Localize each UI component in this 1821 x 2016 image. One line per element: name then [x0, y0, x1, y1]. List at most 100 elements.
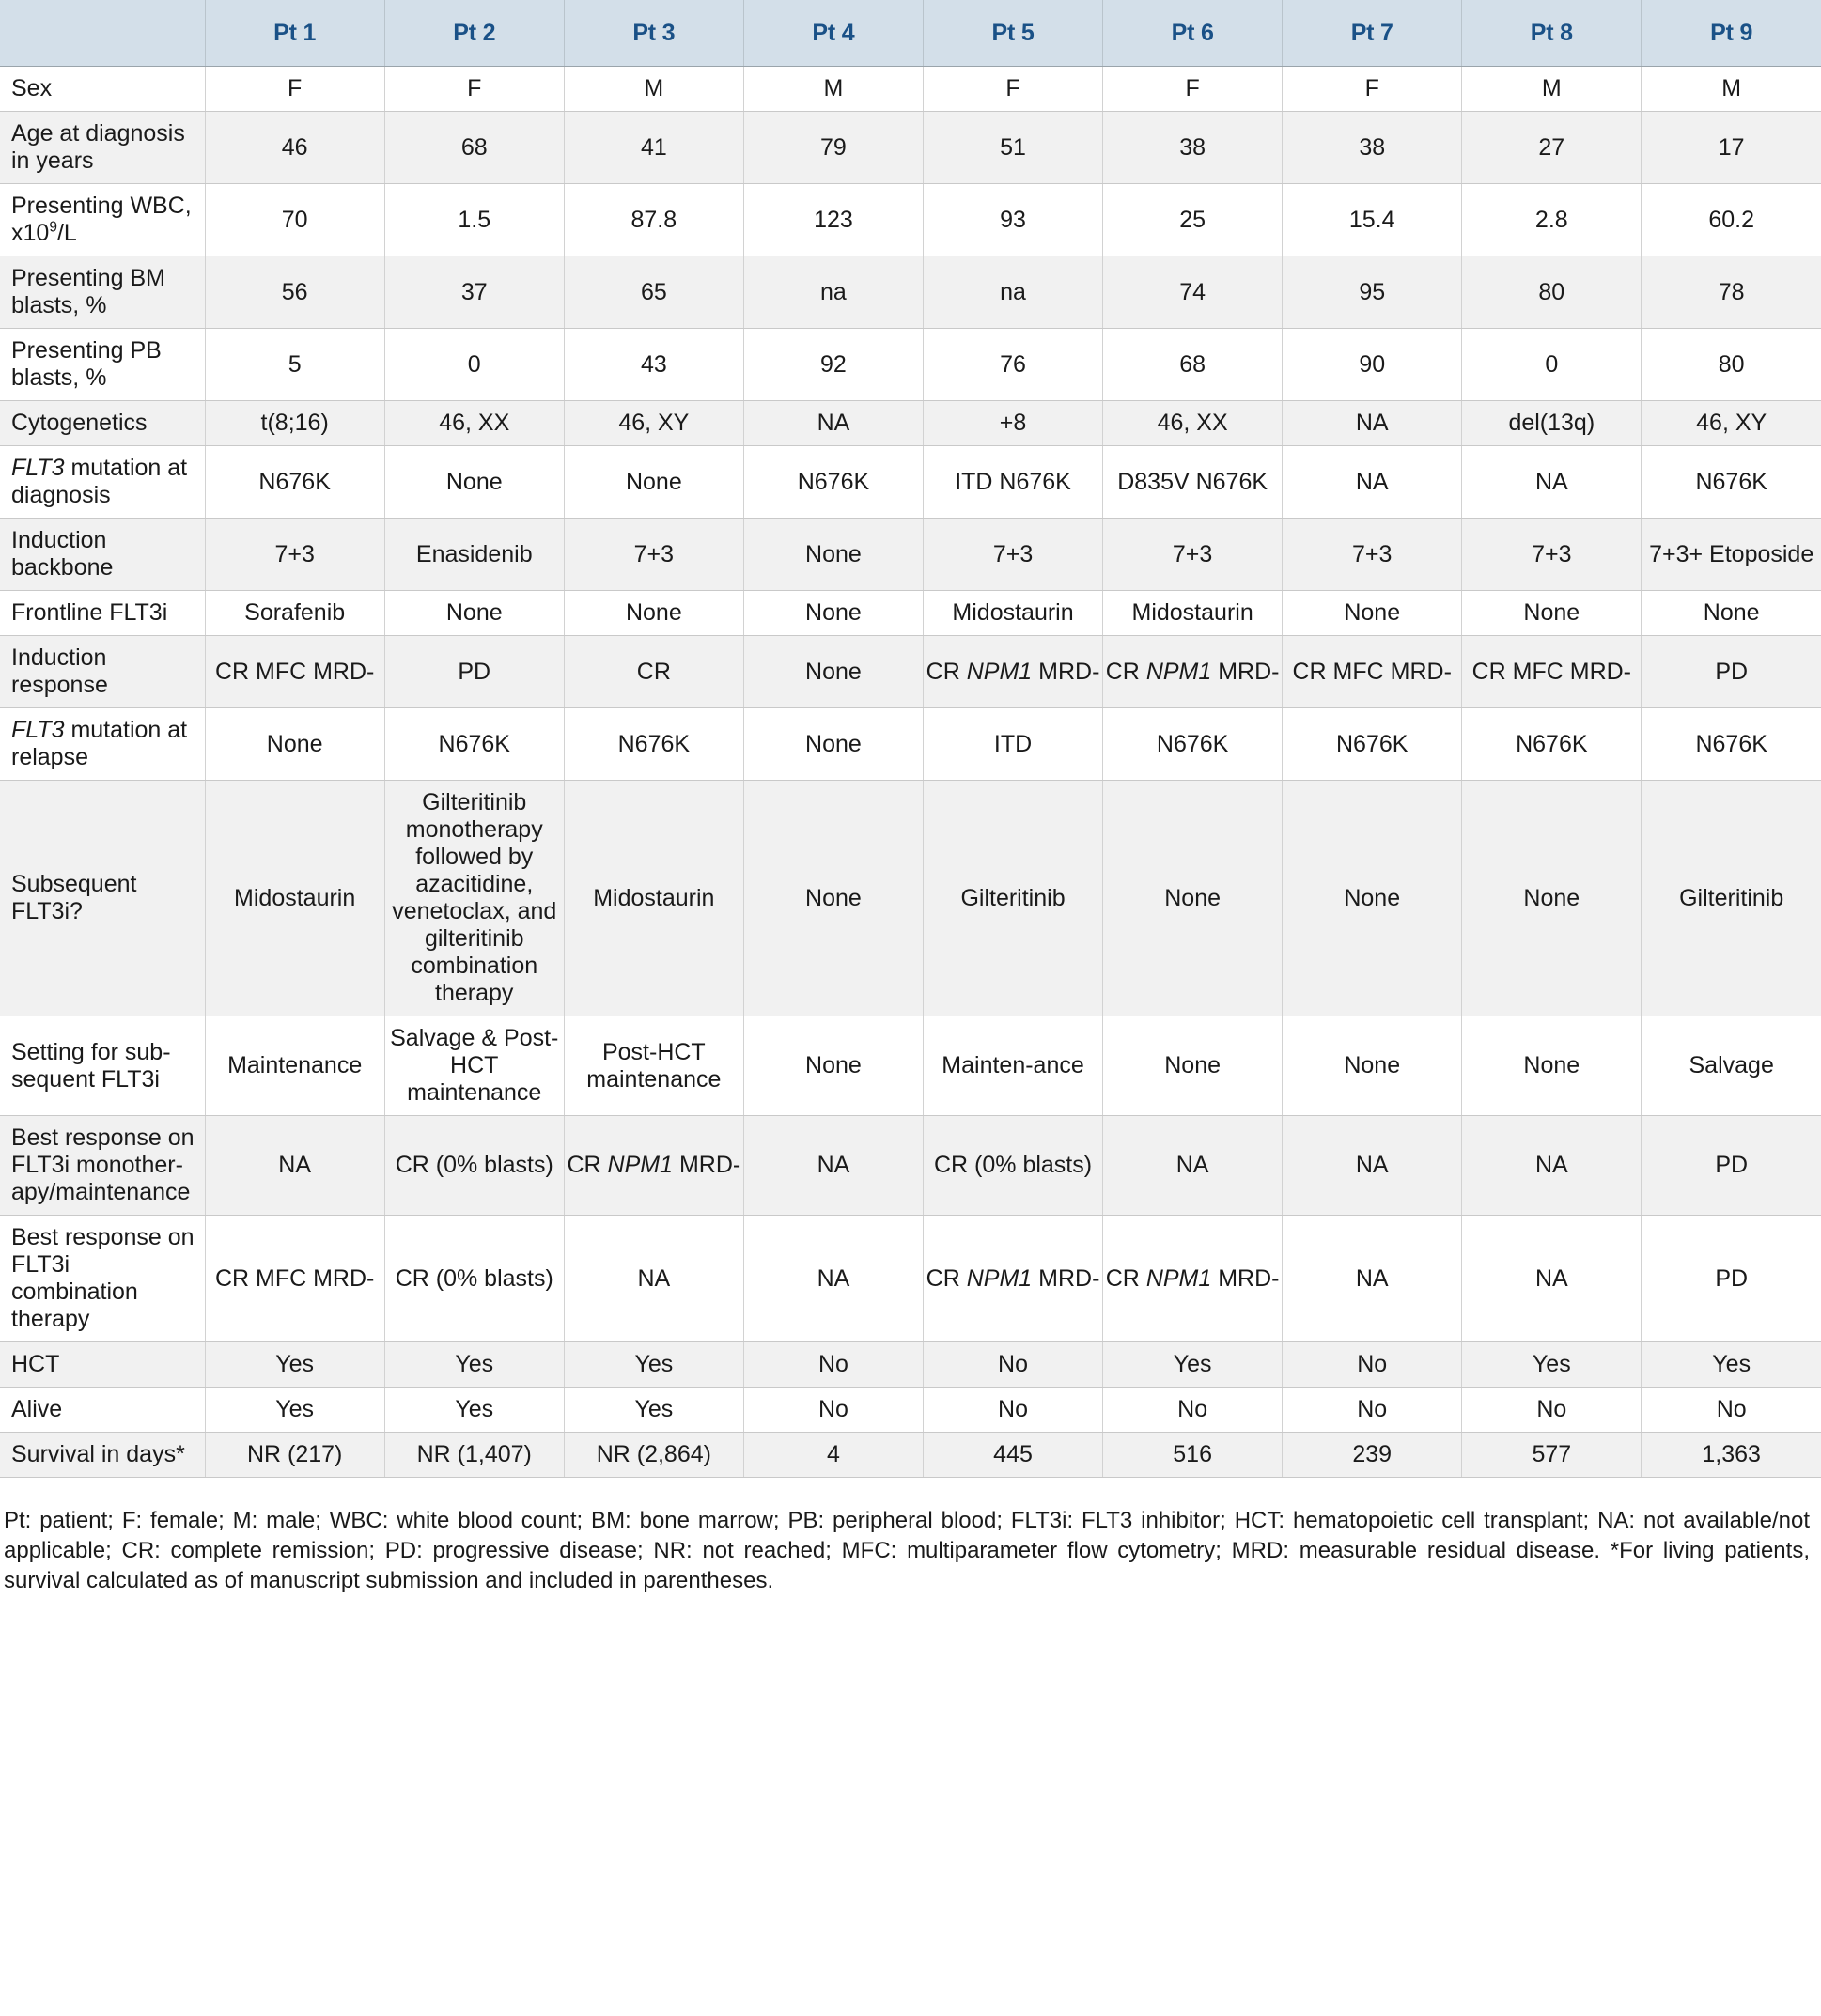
- cell-pt-9: PD: [1641, 635, 1821, 708]
- cell-pt-8: 2.8: [1461, 183, 1642, 256]
- cell-pt-6: None: [1102, 780, 1284, 1016]
- cell-pt-4: M: [743, 66, 924, 112]
- cell-pt-7: 38: [1282, 111, 1463, 184]
- cell-pt-4: 4: [743, 1432, 924, 1478]
- cell-pt-7: NA: [1282, 1215, 1463, 1342]
- cell-pt-1: Sorafenib: [205, 590, 385, 636]
- cell-pt-9: Gilteritinib: [1641, 780, 1821, 1016]
- cell-pt-5: 7+3: [923, 518, 1104, 591]
- cell-pt-2: Yes: [384, 1341, 565, 1388]
- cell-pt-4: None: [743, 707, 924, 781]
- cell-pt-2: 0: [384, 328, 565, 401]
- column-header-pt-5: Pt 5: [923, 0, 1104, 67]
- cell-pt-6: 46, XX: [1102, 400, 1284, 446]
- cell-pt-1: 46: [205, 111, 385, 184]
- table-row: Induction backbone 7+3 Enasidenib 7+3 None 7+…: [0, 518, 1821, 591]
- cell-pt-8: None: [1461, 1016, 1642, 1116]
- table-row: FLT3 mutation at diagnosis N676K None None N…: [0, 445, 1821, 519]
- column-header-pt-9: Pt 9: [1641, 0, 1821, 67]
- cell-pt-2: NR (1,407): [384, 1432, 565, 1478]
- row-label: Best response on FLT3i monother-apy/main…: [0, 1115, 206, 1216]
- cell-pt-9: 46, XY: [1641, 400, 1821, 446]
- cell-pt-3: 41: [564, 111, 744, 184]
- cell-pt-1: 7+3: [205, 518, 385, 591]
- cell-pt-3: Yes: [564, 1341, 744, 1388]
- patient-characteristics-table: Pt 1 Pt 2 Pt 3 Pt 4 Pt 5 Pt 6 Pt 7 Pt 8 Pt 9 Sex…: [0, 0, 1821, 1478]
- cell-pt-1: F: [205, 66, 385, 112]
- cell-pt-8: N676K: [1461, 707, 1642, 781]
- cell-pt-5: 51: [923, 111, 1104, 184]
- cell-pt-6: D835V N676K: [1102, 445, 1284, 519]
- cell-pt-4: 79: [743, 111, 924, 184]
- cell-pt-8: Yes: [1461, 1341, 1642, 1388]
- cell-pt-8: del(13q): [1461, 400, 1642, 446]
- cell-pt-5: No: [923, 1341, 1104, 1388]
- row-label: Presenting WBC, x109/L: [0, 183, 206, 256]
- cell-pt-6: F: [1102, 66, 1284, 112]
- cell-pt-2: 46, XX: [384, 400, 565, 446]
- column-header-pt-4: Pt 4: [743, 0, 924, 67]
- cell-pt-5: No: [923, 1387, 1104, 1433]
- cell-pt-3: Midostaurin: [564, 780, 744, 1016]
- table-row: Sex F F M M F F F M M: [0, 66, 1821, 112]
- gene-name: FLT3: [11, 455, 65, 481]
- cell-pt-2: PD: [384, 635, 565, 708]
- table-row: Age at diagnosis in years 46 68 41 79 51 38 38 2…: [0, 111, 1821, 184]
- cell-pt-7: 15.4: [1282, 183, 1463, 256]
- cell-pt-9: 1,363: [1641, 1432, 1821, 1478]
- cell-pt-8: None: [1461, 590, 1642, 636]
- table-row: Subsequent FLT3i? Midostaurin Gilteritinib…: [0, 780, 1821, 1016]
- cell-pt-7: None: [1282, 1016, 1463, 1116]
- cell-pt-9: N676K: [1641, 445, 1821, 519]
- row-label: Frontline FLT3i: [0, 590, 206, 636]
- cell-pt-2: N676K: [384, 707, 565, 781]
- cell-pt-1: CR MFC MRD-: [205, 635, 385, 708]
- cell-pt-3: M: [564, 66, 744, 112]
- column-header-pt-1: Pt 1: [205, 0, 385, 67]
- row-label: Sex: [0, 66, 206, 112]
- row-label: Setting for sub-sequent FLT3i: [0, 1016, 206, 1116]
- cell-pt-9: Salvage: [1641, 1016, 1821, 1116]
- table-row: Best response on FLT3i combination thera…: [0, 1215, 1821, 1342]
- column-header-pt-6: Pt 6: [1102, 0, 1284, 67]
- cell-pt-7: NA: [1282, 1115, 1463, 1216]
- cell-pt-4: None: [743, 518, 924, 591]
- cell-pt-9: 17: [1641, 111, 1821, 184]
- cell-pt-3: None: [564, 590, 744, 636]
- row-label: FLT3 mutation at relapse: [0, 707, 206, 781]
- cell-pt-3: 65: [564, 256, 744, 329]
- cell-pt-7: 90: [1282, 328, 1463, 401]
- cell-pt-9: No: [1641, 1387, 1821, 1433]
- cell-pt-3: NA: [564, 1215, 744, 1342]
- cell-pt-5: ITD: [923, 707, 1104, 781]
- cell-pt-6: 74: [1102, 256, 1284, 329]
- cell-pt-7: 239: [1282, 1432, 1463, 1478]
- table-row: Cytogenetics t(8;16) 46, XX 46, XY NA +8 46, X…: [0, 400, 1821, 446]
- gene-name: NPM1: [1145, 1264, 1212, 1292]
- cell-pt-5: CR NPM1 MRD-: [923, 635, 1104, 708]
- table-row: Presenting BM blasts, % 56 37 65 na na 74 95 80 7…: [0, 256, 1821, 329]
- cell-pt-5: F: [923, 66, 1104, 112]
- cell-pt-3: None: [564, 445, 744, 519]
- cell-pt-3: CR: [564, 635, 744, 708]
- cell-pt-1: t(8;16): [205, 400, 385, 446]
- cell-pt-6: N676K: [1102, 707, 1284, 781]
- cell-pt-6: NA: [1102, 1115, 1284, 1216]
- cell-pt-2: 1.5: [384, 183, 565, 256]
- cell-pt-5: 445: [923, 1432, 1104, 1478]
- cell-pt-6: CR NPM1 MRD-: [1102, 635, 1284, 708]
- cell-pt-5: CR NPM1 MRD-: [923, 1215, 1104, 1342]
- cell-pt-7: No: [1282, 1341, 1463, 1388]
- cell-pt-6: CR NPM1 MRD-: [1102, 1215, 1284, 1342]
- cell-pt-2: CR (0% blasts): [384, 1115, 565, 1216]
- cell-pt-5: 76: [923, 328, 1104, 401]
- row-label: Survival in days*: [0, 1432, 206, 1478]
- cell-pt-3: Yes: [564, 1387, 744, 1433]
- cell-pt-7: No: [1282, 1387, 1463, 1433]
- table-body: Sex F F M M F F F M M Age at diagnosis in years 46 6…: [0, 66, 1821, 1478]
- table-row: Presenting WBC, x109/L 70 1.5 87.8 123 93 25 15…: [0, 183, 1821, 256]
- cell-pt-8: None: [1461, 780, 1642, 1016]
- row-label: Presenting PB blasts, %: [0, 328, 206, 401]
- cell-pt-3: 7+3: [564, 518, 744, 591]
- row-label: Induction response: [0, 635, 206, 708]
